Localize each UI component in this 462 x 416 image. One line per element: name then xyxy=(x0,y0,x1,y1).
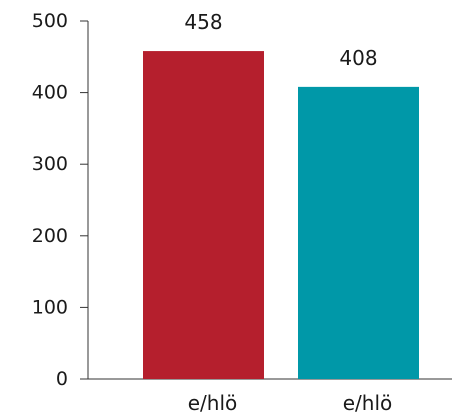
y-tick-label: 500 xyxy=(32,10,68,32)
data-labels: 458 408 xyxy=(184,10,377,70)
y-tick-label: 300 xyxy=(32,153,68,175)
y-tick-label: 200 xyxy=(32,225,68,247)
y-tick-label: 400 xyxy=(32,82,68,104)
category-label: e/hlö xyxy=(343,391,393,415)
bar-value-label: 408 xyxy=(339,46,377,70)
y-axis: 0 100 200 300 400 500 xyxy=(32,10,89,390)
bar xyxy=(143,51,264,380)
bars xyxy=(143,51,419,380)
category-label: e/hlö xyxy=(188,391,238,415)
category-labels: e/hlö e/hlö xyxy=(188,391,393,415)
bar xyxy=(298,86,419,379)
bar-value-label: 458 xyxy=(184,10,222,34)
y-tick-label: 100 xyxy=(32,296,68,318)
y-tick-label: 0 xyxy=(56,368,68,390)
